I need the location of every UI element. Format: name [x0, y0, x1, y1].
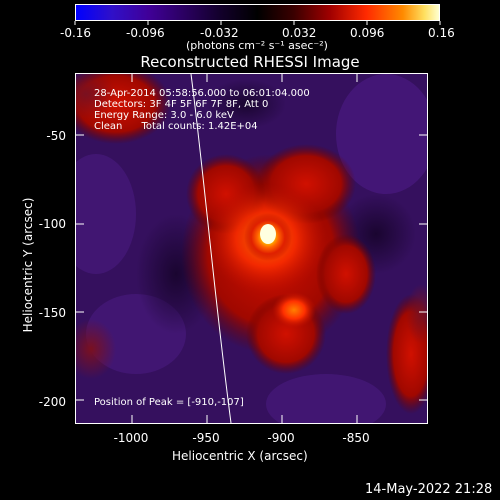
y-tick-3: -150 — [38, 306, 66, 320]
rhessi-image-panel — [75, 73, 428, 424]
annotation-time-range: 28-Apr-2014 05:58:56.000 to 06:01:04.000 — [94, 88, 310, 99]
x-tick-3: -900 — [267, 431, 295, 445]
rhessi-intensity-map — [76, 74, 427, 423]
x-tick-4: -850 — [342, 431, 370, 445]
annotation-detectors: Detectors: 3F 4F 5F 6F 7F 8F, Att 0 — [94, 99, 269, 110]
image-title: Reconstructed RHESSI Image — [140, 53, 360, 71]
y-tick-4: -200 — [38, 395, 66, 409]
colorbar-tick-2: -0.096 — [126, 26, 165, 40]
colorbar-tick-6: 0.16 — [428, 26, 455, 40]
footer-timestamp: 14-May-2022 21:28 — [365, 482, 493, 497]
colorbar-units: (photons cm⁻² s⁻¹ asec⁻²) — [186, 39, 328, 52]
y-axis-label: Heliocentric Y (arcsec) — [21, 197, 35, 333]
y-tick-1: -50 — [46, 129, 66, 143]
annotation-clean-counts: Clean Total counts: 1.42E+04 — [94, 121, 258, 132]
y-tick-2: -100 — [38, 217, 66, 231]
x-axis-label: Heliocentric X (arcsec) — [172, 449, 308, 463]
colorbar-tick-3: -0.032 — [200, 26, 239, 40]
colorbar-tick-4: 0.032 — [282, 26, 317, 40]
colorbar-tick-5: 0.096 — [350, 26, 385, 40]
x-tick-2: -950 — [192, 431, 220, 445]
annotation-peak-position: Position of Peak = [-910,-107] — [94, 397, 244, 408]
annotation-energy-range: Energy Range: 3.0 - 6.0 keV — [94, 110, 234, 121]
x-tick-1: -1000 — [113, 431, 149, 445]
colorbar — [75, 4, 440, 21]
colorbar-tick-1: -0.16 — [60, 26, 92, 40]
